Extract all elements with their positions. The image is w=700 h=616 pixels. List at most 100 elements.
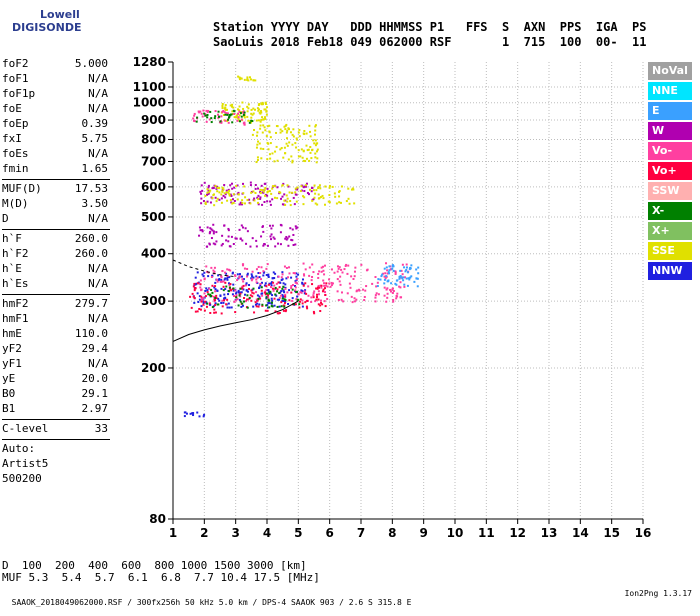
echo-point-w — [241, 239, 244, 242]
echo-point-w — [222, 194, 225, 197]
echo-point-vo- — [353, 300, 356, 303]
echo-point-sse — [318, 197, 321, 200]
echo-point-vo- — [317, 284, 320, 287]
echo-point-w — [264, 182, 267, 185]
echo-point-nnw — [281, 294, 284, 297]
echo-point-vo- — [323, 300, 326, 303]
x-tick-label: 2 — [200, 526, 208, 540]
echo-point-vo- — [196, 282, 199, 285]
echo-point-vo- — [294, 272, 297, 275]
polarization-legend: NoVal NNE E W Vo- Vo+ SSW X- X+ SSE NNW — [648, 62, 692, 282]
echo-point-sse — [262, 190, 265, 193]
echo-point-vo- — [221, 299, 224, 302]
echo-point-vo- — [199, 308, 202, 311]
echo-point-sse — [253, 108, 256, 111]
echo-point-sse — [249, 76, 252, 79]
echo-point-w — [255, 245, 258, 248]
muf-row: MUF 5.3 5.4 5.7 6.1 6.8 7.7 10.4 17.5 [M… — [2, 572, 320, 584]
echo-point-vo- — [328, 278, 331, 281]
echo-point-vo- — [255, 278, 258, 281]
param-value: 260.0 — [74, 232, 108, 245]
echo-point-vo- — [255, 291, 258, 294]
echo-point-nnw — [225, 272, 228, 275]
echo-point-vo- — [204, 112, 207, 115]
echo-point-sse — [272, 185, 275, 188]
echo-point-nnw — [200, 305, 203, 308]
echo-point-sse — [286, 197, 289, 200]
echo-point-x- — [282, 285, 285, 288]
echo-point-vo- — [264, 309, 267, 312]
param-row: yF2 29.4 — [2, 342, 160, 357]
echo-point-x- — [214, 115, 217, 118]
echo-point-nnw — [262, 271, 265, 274]
echo-point-sse — [230, 105, 233, 108]
ionogram-chart: 1 2 3 4 5 6 7 8 9 10 11 12 13 14 15 1680200300400500600… — [133, 55, 652, 540]
x-tick-label: 16 — [635, 526, 652, 540]
echo-point-sse — [353, 202, 356, 205]
echo-point-e — [385, 275, 388, 278]
echo-point-vo- — [353, 275, 356, 278]
param-row: h`E N/A — [2, 262, 160, 277]
echo-point-vo- — [234, 299, 237, 302]
legend-item-x-: X+ — [648, 222, 692, 240]
echo-point-vo- — [224, 281, 227, 284]
echo-point-sse — [258, 111, 261, 114]
echo-point-vo- — [399, 286, 402, 289]
echo-point-sse — [314, 129, 317, 132]
echo-point-nnw — [263, 284, 266, 287]
echo-point-sse — [256, 131, 259, 134]
echo-point-vo- — [396, 292, 399, 295]
echo-point-sse — [229, 198, 232, 201]
echo-point-e — [385, 266, 388, 269]
echo-point-sse — [264, 129, 267, 132]
echo-point-vo- — [319, 310, 322, 313]
echo-point-sse — [264, 101, 267, 104]
echo-point-x- — [231, 121, 234, 124]
echo-point-nnw — [297, 273, 300, 276]
echo-point-vo- — [299, 298, 302, 301]
echo-point-vo- — [391, 287, 394, 290]
echo-point-vo- — [255, 268, 258, 271]
echo-point-nnw — [248, 284, 251, 287]
echo-point-e — [405, 268, 408, 271]
echo-point-nnw — [301, 282, 304, 285]
echo-point-sse — [265, 135, 268, 138]
echo-point-w — [276, 186, 279, 189]
echo-point-vo- — [274, 310, 277, 313]
echo-point-w — [303, 190, 306, 193]
echo-point-vo- — [333, 271, 336, 274]
param-name: B1 — [2, 402, 16, 415]
echo-point-x- — [196, 116, 199, 119]
echo-point-w — [255, 239, 258, 242]
echo-point-w — [205, 245, 208, 248]
echo-point-vo- — [284, 310, 287, 313]
echo-point-w — [207, 186, 210, 189]
echo-point-vo- — [394, 270, 397, 273]
echo-point-x- — [235, 296, 238, 299]
echo-point-x- — [261, 303, 264, 306]
echo-point-sse — [256, 158, 259, 161]
echo-point-nnw — [295, 272, 298, 275]
echo-point-sse — [237, 193, 240, 196]
echo-point-sse — [306, 149, 309, 152]
echo-point-nnw — [262, 274, 265, 277]
echo-point-w — [208, 232, 211, 235]
param-name: yE — [2, 372, 16, 385]
echo-point-vo- — [194, 287, 197, 290]
echo-point-vo- — [286, 291, 289, 294]
echo-point-sse — [321, 194, 324, 197]
echo-point-nnw — [246, 290, 249, 293]
echo-point-nnw — [217, 274, 220, 277]
echo-point-vo- — [288, 272, 291, 275]
echo-point-nnw — [194, 276, 197, 279]
echo-point-nnw — [220, 301, 223, 304]
echo-point-vo- — [214, 290, 217, 293]
echo-point-w — [209, 230, 212, 233]
echo-point-vo- — [384, 277, 387, 280]
echo-point-e — [402, 279, 405, 282]
echo-point-x- — [246, 306, 249, 309]
echo-point-sse — [338, 201, 341, 204]
echo-point-vo- — [255, 281, 258, 284]
echo-point-sse — [271, 187, 274, 190]
echo-point-vo- — [316, 295, 319, 298]
